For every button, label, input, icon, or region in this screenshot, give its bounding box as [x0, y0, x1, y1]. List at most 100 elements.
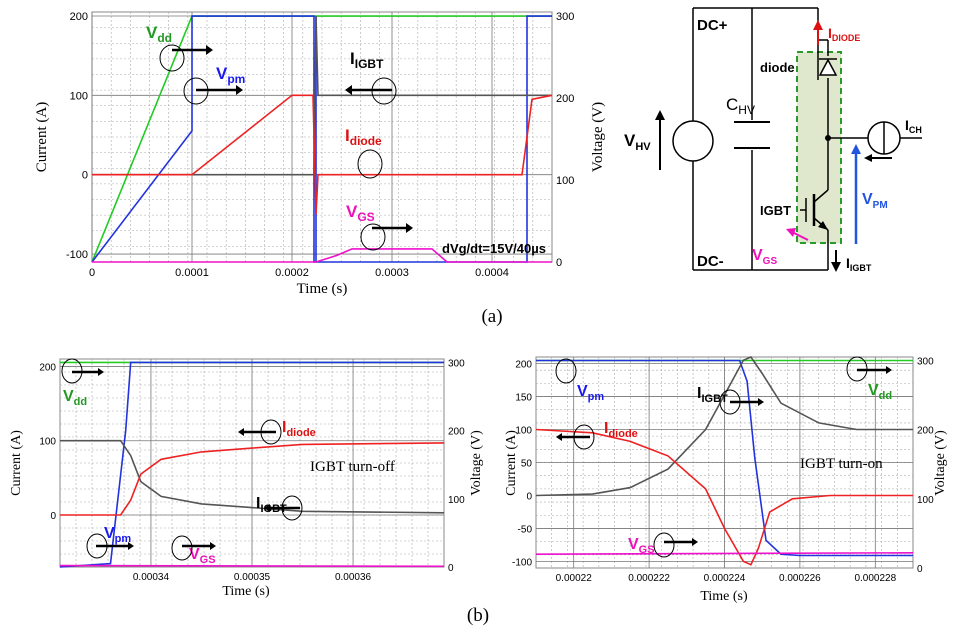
v-gs-label: VGS — [752, 247, 777, 267]
y-tick-label-left: 200 — [39, 362, 56, 373]
series-line-diode — [535, 428, 913, 566]
chart-a-label-igbt: IIGBT — [345, 49, 397, 105]
chart-c-label-vgs: VGS — [628, 532, 698, 558]
chart-b-turn-off: 0.00034 0.00035 0.00036 0 100 200 0 100 200 300 I… — [9, 358, 484, 599]
voltage-source-icon — [672, 120, 714, 162]
y-tick-label-left: -100 — [512, 557, 532, 568]
caption-b: (b) — [467, 605, 489, 626]
chart-b-label-igbt: IIGBT — [256, 495, 303, 521]
vgs-marker-icon — [171, 535, 193, 561]
chart-b-y-label-left: Current (A) — [9, 430, 24, 496]
c-hv-label: CHV — [726, 95, 755, 117]
series-line-igbt — [92, 15, 552, 176]
i-diode-label: IDIODE — [828, 25, 860, 43]
x-tick-label: 0.000228 — [854, 573, 896, 584]
chart-b-ticks: 0.00034 0.00035 0.00036 0 100 200 0 100 200 300 — [39, 358, 465, 583]
chart-c-label-vdd: Vdd — [846, 356, 892, 402]
x-tick-label: 0.000222 — [628, 573, 670, 584]
chart-a-label-vpm: Vpm — [183, 64, 245, 105]
y-tick-label-right: 200 — [917, 426, 934, 437]
y-tick-label-left: 200 — [515, 360, 532, 371]
chart-a-x-label: Time (s) — [297, 281, 348, 297]
svg-text:Vdd: Vdd — [868, 382, 892, 402]
series-line-vgs — [59, 564, 445, 568]
y-tick-label-right: 300 — [448, 358, 465, 369]
chart-b-y-label-right: Voltage (V) — [469, 430, 484, 496]
y-tick-label-right: 200 — [448, 427, 465, 438]
y-tick-label-left: 0 — [82, 170, 88, 182]
y-tick-label-right: 100 — [448, 495, 465, 506]
chart-c-y-label-right: Voltage (V) — [933, 430, 948, 496]
x-tick-label: 0.0001 — [175, 267, 209, 279]
y-tick-label-right: 0 — [556, 257, 562, 269]
y-tick-label-left: 100 — [39, 437, 56, 448]
diode-text-label: diode — [760, 60, 795, 75]
v-pm-label: VPM — [862, 191, 888, 211]
chart-b-label-vdd: Vdd — [61, 358, 104, 408]
chart-a-label-vgs: VGS — [346, 202, 413, 251]
svg-text:Idiode: Idiode — [604, 420, 638, 440]
y-tick-label-left: 0 — [50, 511, 56, 522]
chart-b-x-label: Time (s) — [222, 584, 270, 599]
svg-text:IIGBT: IIGBT — [350, 49, 384, 71]
y-tick-label-right: 300 — [556, 11, 574, 23]
vgs-marker-icon — [360, 223, 386, 251]
circuit-diagram: DC+ DC- VHV CHV IDIODE diode ICH VPM IGB… — [624, 7, 922, 273]
chart-a-label-vdd: Vdd — [146, 23, 213, 72]
chart-b-series — [59, 361, 445, 568]
svg-text:Idiode: Idiode — [345, 126, 382, 148]
svg-text:Idiode: Idiode — [282, 419, 316, 439]
chart-a-annotation: dVg/dt=15V/40µs — [442, 241, 546, 256]
chart-a-series — [91, 15, 553, 263]
chart-c-x-label: Time (s) — [700, 589, 748, 604]
chart-b-title: IGBT turn-off — [310, 459, 395, 475]
chart-c-title: IGBT turn-on — [800, 456, 883, 472]
x-tick-label: 0.000224 — [704, 573, 746, 584]
y-tick-label-left: 100 — [515, 426, 532, 437]
diode-marker-icon — [357, 149, 383, 179]
x-tick-label: 0.0004 — [475, 267, 509, 279]
chart-a-ticks: 0 0.0001 0.0002 0.0003 0.0004-10001002000100… — [66, 11, 574, 279]
x-tick-label: 0.00034 — [133, 572, 170, 583]
y-tick-label-right: 0 — [917, 564, 923, 575]
series-line-diode — [92, 94, 553, 215]
y-tick-label-left: -50 — [518, 524, 533, 535]
diode-icon — [818, 58, 838, 76]
svg-text:VGS: VGS — [189, 546, 216, 566]
series-line-vgs — [535, 551, 914, 556]
caption-a: (a) — [481, 306, 502, 327]
y-tick-label-left: -100 — [66, 249, 88, 261]
y-tick-label-right: 100 — [917, 495, 934, 506]
svg-text:Vdd: Vdd — [146, 23, 172, 45]
igbt-text-label: IGBT — [760, 203, 791, 218]
chart-b-label-vpm: Vpm — [86, 525, 134, 559]
chart-a-label-diode: Idiode — [345, 126, 383, 179]
chart-c-label-vpm: Vpm — [555, 358, 604, 403]
y-tick-label-left: 50 — [521, 459, 533, 470]
vgs-marker-icon — [653, 532, 675, 558]
series-line-igbt — [535, 356, 913, 497]
chart-c-ticks: 0.00022 0.000222 0.000224 0.000226 0.000228 -… — [512, 356, 934, 584]
chart-c-y-label-left: Current (A) — [504, 430, 519, 496]
y-tick-label-right: 100 — [556, 175, 574, 187]
x-tick-label: 0.00036 — [335, 572, 372, 583]
x-tick-label: 0.00022 — [556, 573, 593, 584]
x-tick-label: 0 — [89, 267, 95, 279]
y-tick-label-left: 0 — [526, 491, 532, 502]
vdd-marker-icon — [159, 44, 185, 72]
chart-a-y-label-right: Voltage (V) — [590, 102, 606, 172]
chart-b-label-diode: Idiode — [238, 419, 316, 445]
series-line-vgs — [92, 248, 552, 263]
svg-text:VGS: VGS — [346, 202, 375, 224]
i-igbt-label: IIGBT — [846, 255, 872, 273]
y-tick-label-left: 150 — [515, 393, 532, 404]
chart-b-grid — [60, 359, 444, 567]
i-ch-label: ICH — [905, 117, 922, 135]
chart-b-turn-on: 0.00022 0.000222 0.000224 0.000226 0.000228 -… — [504, 356, 948, 604]
svg-text:VGS: VGS — [628, 536, 655, 556]
dc-plus-label: DC+ — [697, 17, 728, 34]
y-tick-label-right: 200 — [556, 93, 574, 105]
chart-c-label-diode: Idiode — [556, 420, 638, 450]
series-line-vpm — [59, 361, 444, 568]
